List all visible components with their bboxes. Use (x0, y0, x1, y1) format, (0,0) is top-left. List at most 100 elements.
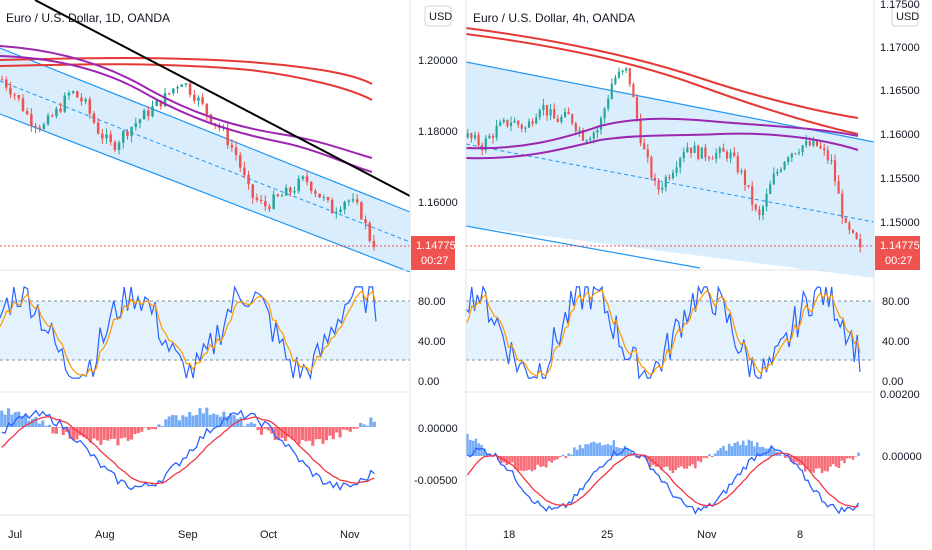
h4-candle-body (747, 184, 750, 187)
h4-macd-bar (466, 433, 469, 456)
h4-candle-body (639, 118, 642, 144)
daily-macd-bar (304, 427, 308, 442)
daily-macd-bar (153, 427, 158, 430)
h4-candle-body (495, 125, 498, 138)
h4-candle-body (815, 140, 819, 147)
h4-macd-bar (629, 451, 632, 456)
daily-candle-body (368, 223, 371, 241)
h4-macd-bar (612, 440, 616, 456)
h4-candle-body (833, 160, 837, 182)
h4-candle-body (725, 151, 729, 159)
h4-candle-body (621, 70, 624, 72)
h4-macd-bar (854, 456, 858, 457)
daily-macd-bar (239, 417, 243, 427)
h4-stoch-tick: 80.00 (882, 296, 910, 308)
daily-macd-bar (34, 417, 38, 427)
daily-macd-bar (123, 427, 127, 438)
daily-candle-body (297, 178, 300, 192)
h4-macd-bar (806, 456, 810, 469)
h4-macd-bar (713, 453, 717, 456)
h4-candle-body (632, 84, 635, 98)
h4-candle-body (754, 204, 757, 210)
daily-macd-bar (78, 427, 82, 436)
daily-candle-body (201, 97, 204, 104)
daily-ma-slow-1 (0, 57, 373, 85)
h4-macd-bar (770, 445, 773, 456)
h4-candle-body (538, 110, 541, 118)
daily-macd-bar (106, 427, 110, 441)
daily-macd-bar (232, 415, 236, 427)
daily-candle-body (92, 113, 96, 123)
daily-stoch-d (0, 290, 377, 376)
daily-candle-body (126, 131, 129, 137)
daily-candle-body (226, 127, 229, 145)
daily-candle-body (180, 84, 183, 87)
h4-macd-bar (817, 456, 821, 469)
h4-macd-bar (708, 454, 711, 456)
h4-macd-bar (674, 456, 677, 470)
daily-macd-bar (184, 416, 188, 427)
daily-currency-button[interactable] (424, 5, 452, 27)
h4-ma-slow-2 (465, 33, 859, 135)
daily-macd-bar (167, 416, 171, 427)
daily-candle-body (5, 79, 8, 88)
h4-macd-bar (646, 456, 649, 462)
daily-macd-bar (297, 427, 301, 445)
h4-candle-body (718, 148, 721, 153)
h4-countdown: 00:27 (885, 255, 913, 267)
h4-candle-body (668, 177, 671, 179)
daily-candle-body (63, 95, 67, 112)
h4-macd-bar (846, 456, 849, 459)
h4-candle-body (743, 170, 747, 185)
daily-macd-bar (225, 416, 229, 427)
daily-candle-body (339, 209, 342, 212)
daily-macd-bar (201, 413, 205, 427)
h4-candle-body (779, 169, 783, 172)
h4-macd-bar (575, 449, 579, 456)
h4-time-tick: 8 (797, 529, 803, 541)
daily-macd-bar (95, 427, 99, 441)
h4-candle-body (646, 149, 649, 158)
daily-macd-bar (259, 427, 264, 435)
daily-candle-body (25, 110, 29, 115)
h4-macd-bar (789, 456, 793, 462)
daily-candle-body (318, 193, 321, 198)
h4-currency-button[interactable] (891, 5, 919, 27)
daily-price-tick: 1.16000 (418, 197, 458, 209)
daily-macd-bar (177, 420, 181, 427)
daily-macd-bar (205, 407, 209, 427)
h4-macd-bar (758, 446, 762, 456)
daily-macd-bar (48, 424, 52, 427)
h4-macd-bar (725, 450, 728, 456)
daily-channel-fill (0, 48, 410, 272)
daily-macd-bar (348, 427, 352, 432)
daily-macd-bar (369, 417, 373, 427)
daily-candle-body (272, 194, 275, 209)
h4-macd-bar (809, 456, 813, 472)
daily-macd-bar (102, 427, 106, 440)
h4-candle-body (502, 119, 505, 123)
h4-macd-bar (815, 456, 818, 469)
daily-macd-bar (249, 422, 253, 427)
h4-candle-body (599, 118, 603, 130)
daily-time-tick: Oct (260, 529, 277, 541)
h4-macd-bar (578, 444, 582, 456)
h4-channel-fill (466, 62, 874, 278)
daily-macd-bar (266, 427, 270, 431)
h4-candle-body (592, 132, 595, 139)
daily-candle-body (138, 119, 142, 124)
daily-macd-bar (58, 427, 62, 428)
h4-candle-body (837, 181, 840, 194)
h4-candle-body (661, 187, 664, 190)
h4-macd-bar (857, 452, 860, 456)
h4-macd-bar (511, 456, 514, 463)
h4-macd-bar (623, 445, 627, 456)
h4-candle-body (571, 114, 574, 124)
h4-macd-bar (753, 446, 756, 456)
daily-candle-body (67, 92, 71, 96)
daily-candle-body (284, 187, 288, 196)
daily-candle-body (230, 144, 234, 148)
h4-last-price-tag (875, 236, 920, 270)
daily-candle-body (305, 176, 309, 183)
